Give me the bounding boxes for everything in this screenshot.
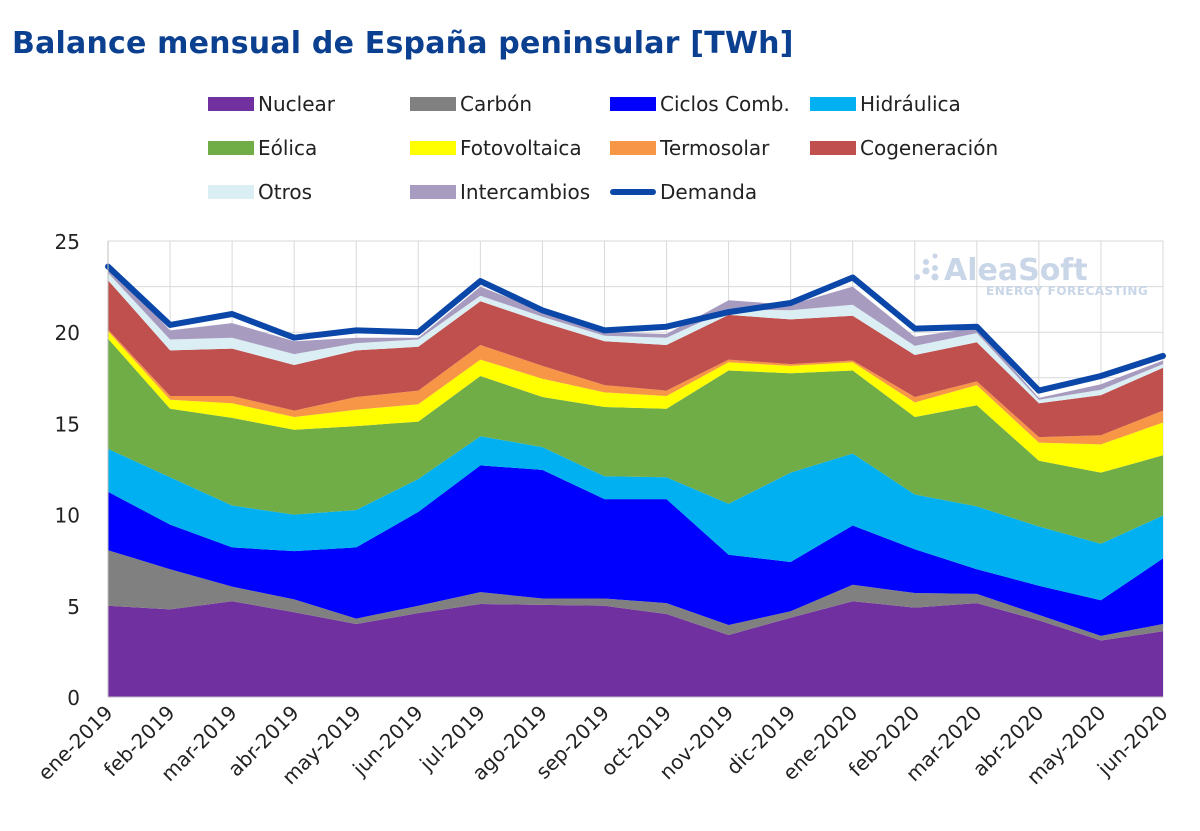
legend-item: Cogeneración [810,136,998,160]
legend-label: Cogeneración [860,136,999,160]
legend-label: Carbón [460,92,533,116]
watermark: AleaSoft ENERGY FORECASTING [914,253,1148,298]
legend-item: Fotovoltaica [410,136,582,160]
legend-label: Otros [258,180,313,204]
legend-item: Otros [208,180,312,204]
line-demanda [105,263,1166,394]
chart-title: Balance mensual de España peninsular [TW… [12,26,794,61]
legend-swatch [208,141,254,155]
legend-label: Eólica [258,136,318,160]
legend-item: Hidráulica [810,92,961,116]
area-hidraulica [108,436,1163,601]
legend-label: Ciclos Comb. [660,92,790,116]
legend-item: Intercambios [410,180,590,204]
legend-item: Carbón [410,92,532,116]
area-cogeneracion [108,280,1163,438]
legend-item: Demanda [610,180,757,204]
y-tick-label: 20 [55,321,80,345]
y-tick-label: 5 [67,595,80,619]
y-tick-label: 15 [55,412,80,436]
legend-label: Demanda [660,180,758,204]
legend-swatch [410,141,456,155]
legend-swatch [410,97,456,111]
legend-item: Ciclos Comb. [610,92,790,116]
demand-line [105,263,1166,394]
legend-label: Intercambios [460,180,591,204]
legend-swatch [208,185,254,199]
x-tick-label: ene-2019 [33,701,117,785]
stacked-areas [108,263,1163,697]
legend-swatch [410,185,456,199]
legend-swatch [610,189,656,195]
area-ciclos-comb [108,465,1163,636]
legend-swatch [208,97,254,111]
area-otros [108,272,1163,404]
legend-label: Nuclear [258,92,335,116]
y-tick-label: 10 [55,504,80,528]
legend-swatch [610,97,656,111]
watermark-sub: ENERGY FORECASTING [986,284,1148,298]
legend-swatch [810,97,856,111]
area-eolica [108,338,1163,544]
y-tick-label: 25 [55,230,80,254]
legend-item: Eólica [208,136,317,160]
area-nuclear [108,601,1163,697]
area-intercambios [108,263,1163,400]
area-fotovoltaica [108,331,1163,473]
legend-label: Termosolar [660,136,770,160]
area-carbon [108,550,1163,641]
legend-label: Fotovoltaica [460,136,582,160]
watermark-brand: AleaSoft [944,253,1088,288]
legend-swatch [810,141,856,155]
legend-item: Nuclear [208,92,335,116]
legend-label: Hidráulica [860,92,961,116]
legend-item: Termosolar [610,136,769,160]
y-tick-label: 0 [67,686,80,710]
legend-swatch [610,141,656,155]
